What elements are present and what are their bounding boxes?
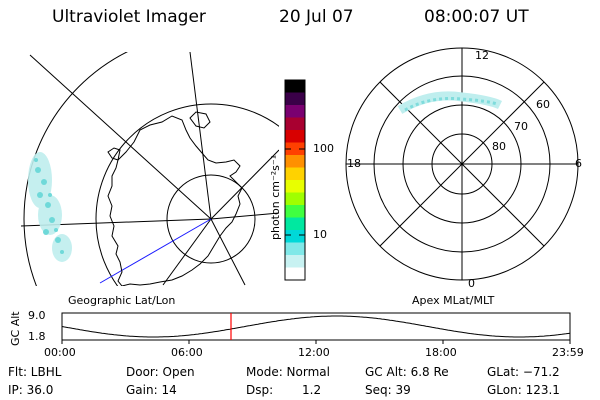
- ip-info: IP: 36.0: [8, 383, 54, 397]
- lat-circle: [166, 174, 256, 264]
- timeline-ytick-low: 1.8: [28, 330, 46, 343]
- timeline-ytick-high: 9.0: [28, 309, 46, 322]
- orbit-altitude-curve: [61, 315, 571, 338]
- mlt-line-diag: [379, 81, 545, 247]
- colorbar-segment: [285, 180, 305, 193]
- timeline-xtick-0600: 06:00: [171, 346, 203, 359]
- seq-info: Seq: 39: [365, 383, 411, 397]
- colorbar-segment: [285, 105, 305, 118]
- timeline-xtick-1200: 12:00: [298, 346, 330, 359]
- lat-circle: [95, 103, 279, 286]
- coastline: [107, 115, 243, 286]
- colorbar-segment: [285, 92, 305, 106]
- aurora-emission-bright: [34, 158, 64, 254]
- colorbar-segment: [285, 130, 305, 143]
- meridian: [210, 212, 279, 220]
- timeline-xtick-2359: 23:59: [552, 346, 584, 359]
- time-label: 08:00:07 UT: [424, 7, 529, 27]
- instrument-title: Ultraviolet Imager: [52, 7, 206, 27]
- meridian: [210, 149, 279, 220]
- mlat-label-70: 70: [514, 120, 528, 133]
- colorbar-segment: [285, 205, 305, 218]
- mlt-label-6: 6: [575, 157, 582, 170]
- mlt-label-0: 0: [468, 277, 475, 290]
- filter-info: Flt: LBHL: [8, 365, 62, 379]
- mlat-label-60: 60: [536, 98, 550, 111]
- gain-info: Gain: 14: [126, 383, 177, 397]
- timeline-ylabel: GC Alt: [9, 311, 22, 346]
- geographic-map: [21, 52, 279, 286]
- colorbar-segment: [285, 167, 305, 181]
- timeline-xtick-1800: 18:00: [425, 346, 457, 359]
- date-label: 20 Jul 07: [279, 7, 354, 27]
- door-info: Door: Open: [126, 365, 195, 379]
- meridian: [29, 54, 212, 220]
- aurora-polar: [397, 91, 503, 114]
- timeline-x-ticks: [61, 340, 571, 344]
- coastline-peninsula: [107, 147, 121, 161]
- mode-info: Mode: Normal: [246, 365, 330, 379]
- colorbar-segment: [285, 267, 305, 281]
- colorbar-segment: [285, 155, 305, 168]
- colorbar-segment: [285, 142, 305, 156]
- timeline-xtick-0000: 00:00: [44, 346, 76, 359]
- colorbar-segment: [285, 217, 305, 231]
- colorbar-segment: [285, 192, 305, 206]
- gc-alt-info: GC Alt: 6.8 Re: [365, 365, 449, 379]
- colorbar-segment: [285, 230, 305, 243]
- mlat-label-80: 80: [492, 140, 506, 153]
- satellite-track: [99, 218, 212, 284]
- mlt-label-12: 12: [475, 49, 489, 62]
- glat-info: GLat: −71.2: [487, 365, 560, 379]
- colorbar-tick-10: 10: [313, 228, 327, 241]
- coastline-island: [189, 111, 211, 129]
- colorbar: [285, 80, 305, 281]
- colorbar-segment: [285, 242, 305, 256]
- meridian: [162, 218, 212, 286]
- colorbar-segment: [285, 80, 305, 93]
- meridian: [210, 218, 246, 286]
- dsp-label: Dsp:: [246, 383, 274, 397]
- polar-map: [345, 47, 579, 281]
- dsp-value: 1.2: [302, 383, 322, 397]
- meridian: [189, 52, 212, 220]
- colorbar-segment: [285, 117, 305, 131]
- colorbar-tick-100: 100: [313, 142, 334, 155]
- colorbar-frame: [284, 79, 306, 281]
- left-map-label: Geographic Lat/Lon: [68, 294, 176, 307]
- glon-info: GLon: 123.1: [487, 383, 560, 397]
- timeline: [61, 312, 571, 344]
- lat-circle: [23, 52, 129, 286]
- colorbar-unit: photon cm⁻²s⁻¹: [269, 154, 282, 240]
- right-map-label: Apex MLat/MLT: [412, 294, 495, 307]
- colorbar-segment: [285, 255, 305, 268]
- mlt-label-18: 18: [347, 157, 361, 170]
